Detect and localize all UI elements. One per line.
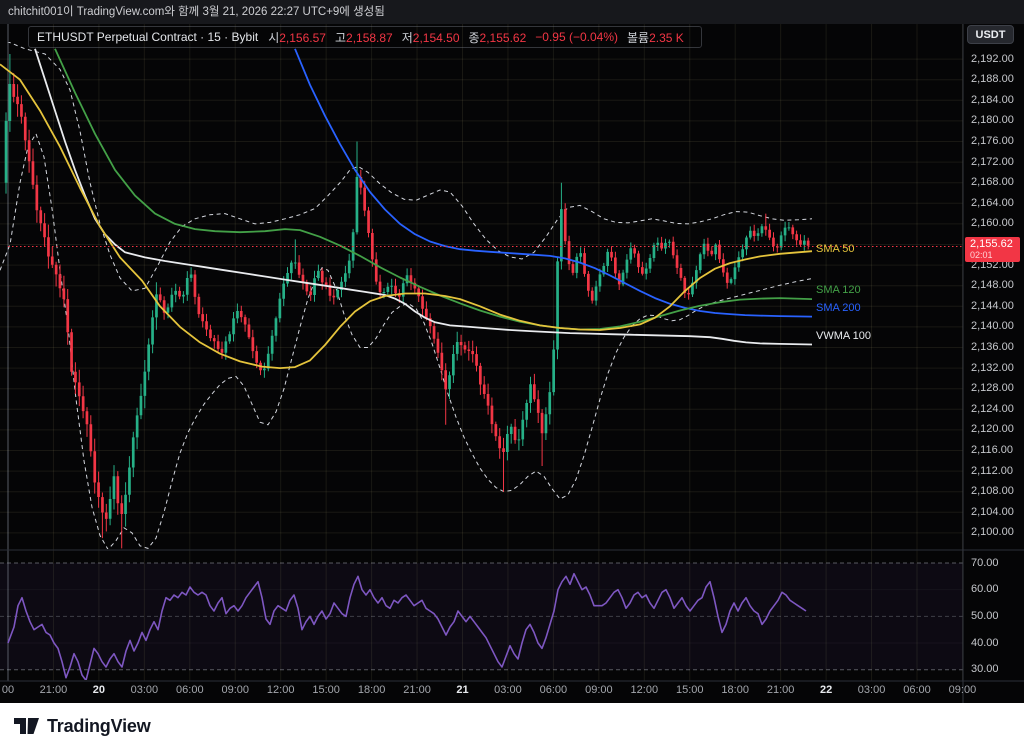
time-tick-label: 00 — [1, 684, 15, 696]
ohlc-field-label: 시 — [268, 30, 280, 45]
price-tick-label: 2,116.00 — [971, 444, 1014, 457]
price-tick-label: 2,132.00 — [971, 361, 1014, 374]
price-tick-label: 2,188.00 — [971, 73, 1014, 86]
ohlc-field: 저2,154.50 — [402, 31, 460, 45]
price-tick-label: 2,160.00 — [971, 217, 1014, 230]
ohlc-field-label: 저 — [401, 30, 413, 45]
time-tick-label: 06:00 — [176, 684, 204, 696]
rsi-tick-label: 70.00 — [971, 556, 999, 569]
tradingview-mark-icon — [14, 718, 39, 734]
time-tick-label: 12:00 — [630, 684, 659, 696]
price-tick-label: 2,128.00 — [971, 382, 1014, 395]
volume-label: 볼륨 — [627, 30, 650, 45]
sma-120-label: SMA 120 — [816, 284, 861, 296]
sma-200-label: SMA 200 — [816, 302, 861, 314]
ohlc-field: 고2,158.87 — [335, 31, 393, 45]
sma200-line — [294, 48, 813, 318]
time-tick-label: 03:00 — [494, 684, 522, 696]
price-tick-label: 2,164.00 — [971, 196, 1014, 209]
sma50-line — [0, 63, 813, 369]
price-tick-label: 2,112.00 — [971, 464, 1014, 477]
price-tick-label: 2,168.00 — [971, 176, 1014, 189]
ohlc-field: 종2,155.62 — [469, 31, 527, 45]
rsi-line — [7, 572, 807, 680]
time-tick-label: 12:00 — [266, 684, 295, 696]
price-change: −0.95 (−0.04%) — [535, 30, 618, 44]
volume-value: 2.35 K — [649, 30, 684, 45]
price-tick-label: 2,176.00 — [971, 135, 1014, 148]
sma120-line — [54, 48, 813, 331]
rsi-tick-label: 60.00 — [971, 583, 999, 596]
ohlc-field-value: 2,158.87 — [346, 30, 393, 45]
price-tick-label: 2,144.00 — [971, 299, 1014, 312]
symbol-title[interactable]: ETHUSDT Perpetual Contract · 15 · Bybit — [37, 30, 259, 44]
price-tick-label: 2,184.00 — [971, 93, 1014, 106]
time-tick-label: 03:00 — [857, 684, 886, 696]
rsi-tick-label: 50.00 — [971, 609, 999, 622]
attribution-text: chitchit001이 TradingView.com와 함께 3월 21, … — [8, 6, 385, 18]
last-price-value: 2,155.62 — [970, 238, 1013, 250]
time-tick-label: 06:00 — [903, 684, 931, 696]
time-tick-label: 03:00 — [130, 684, 159, 696]
time-tick-label: 21:00 — [403, 684, 431, 696]
price-tick-label: 2,180.00 — [971, 114, 1014, 127]
up-bodies — [4, 84, 806, 519]
time-tick-label: 09:00 — [948, 684, 977, 696]
bollinger-upper-band — [7, 42, 813, 292]
price-tick-label: 2,172.00 — [971, 155, 1014, 168]
time-tick-label: 22 — [819, 684, 833, 696]
bar-countdown: 02:01 — [970, 250, 993, 260]
price-tick-label: 2,100.00 — [971, 526, 1014, 539]
rsi-tick-label: 30.00 — [971, 663, 999, 676]
time-tick-label: 15:00 — [312, 684, 340, 696]
price-tick-label: 2,120.00 — [971, 423, 1014, 436]
down-wicks — [13, 73, 809, 549]
time-tick-label: 21:00 — [766, 684, 795, 696]
rsi-tick-label: 40.00 — [971, 636, 999, 649]
ohlc-field-value: 2,156.57 — [279, 30, 326, 45]
last-price-badge: 2,155.62 02:01 — [965, 237, 1020, 262]
attribution-bar: chitchit001이 TradingView.com와 함께 3월 21, … — [0, 0, 1024, 24]
ohlc-field-label: 고 — [334, 30, 347, 45]
candles — [4, 54, 810, 549]
ohlc-field-value: 2,154.50 — [412, 30, 460, 45]
ohlc-field-label: 종 — [468, 30, 480, 45]
time-tick-label: 15:00 — [675, 684, 704, 696]
ohlc-fields: 시2,156.57 고2,158.87 저2,154.50 종2,155.62 — [268, 29, 535, 46]
price-tick-label: 2,124.00 — [971, 402, 1014, 415]
vwma-100-label: VWMA 100 — [816, 330, 872, 342]
footer: TradingView — [0, 703, 1024, 749]
price-tick-label: 2,140.00 — [971, 320, 1014, 333]
time-tick-label: 06:00 — [539, 684, 568, 696]
price-tick-label: 2,148.00 — [971, 279, 1014, 292]
time-tick-label: 18:00 — [357, 684, 386, 696]
tradingview-logo[interactable]: TradingView — [13, 714, 151, 738]
symbol-legend[interactable]: ETHUSDT Perpetual Contract · 15 · Bybit … — [28, 26, 702, 48]
tradingview-wordmark: TradingView — [47, 715, 151, 736]
price-tick-label: 2,136.00 — [971, 341, 1014, 354]
bollinger-lower-band — [0, 132, 813, 549]
time-tick-label: 21:00 — [39, 684, 68, 696]
time-tick-label: 21 — [456, 684, 469, 696]
time-tick-label: 20 — [92, 684, 106, 696]
ohlc-field-value: 2,155.62 — [479, 30, 527, 45]
vwma100-line — [34, 48, 813, 346]
price-tick-label: 2,104.00 — [971, 505, 1014, 518]
time-tick-label: 18:00 — [721, 684, 749, 696]
sma-50-label: SMA 50 — [816, 243, 855, 255]
price-tick-label: 2,108.00 — [971, 485, 1014, 498]
price-tick-label: 2,192.00 — [971, 52, 1014, 65]
time-tick-label: 09:00 — [221, 684, 250, 696]
time-tick-label: 09:00 — [585, 684, 613, 696]
currency-toggle-button[interactable]: USDT — [967, 25, 1014, 44]
ohlc-field: 시2,156.57 — [268, 31, 326, 45]
